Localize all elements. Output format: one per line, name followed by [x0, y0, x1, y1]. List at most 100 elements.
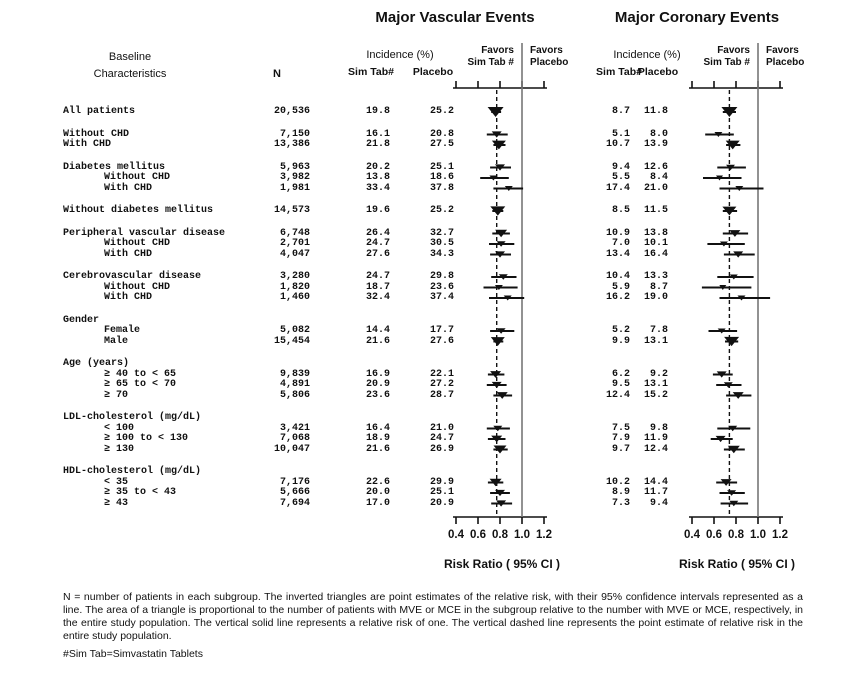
mce-sim-value: 10.4: [605, 271, 630, 282]
mve-sim-value: 21.8: [365, 139, 390, 150]
mve-placebo-value: 37.8: [429, 182, 454, 194]
mve-point-estimate-triangle: [503, 295, 512, 301]
favors-placebo-line1: Favors: [766, 45, 799, 56]
mce-point-estimate-triangle: [714, 132, 723, 137]
row-label: Peripheral vascular disease: [63, 227, 226, 239]
mve-point-estimate-triangle: [498, 274, 508, 280]
mce-placebo-value: 16.4: [643, 248, 668, 260]
figure-footnote: N = number of patients in each subgroup.…: [63, 591, 803, 642]
mve-point-estimate-triangle: [496, 328, 506, 334]
mve-tick-label: 1.2: [536, 529, 552, 541]
row-label: < 35: [104, 476, 129, 488]
row-n: 14,573: [273, 205, 310, 216]
row-label: ≥ 100 to < 130: [104, 433, 189, 444]
mce-placebo-value: 7.8: [649, 325, 668, 336]
row-n: 9,839: [279, 368, 310, 380]
mce-point-estimate-triangle: [719, 241, 728, 247]
mce-sim-value: 9.7: [611, 443, 630, 455]
mce-placebo-value: 8.4: [649, 172, 668, 183]
mce-placebo-value: 13.1: [643, 379, 668, 390]
mce-sim-value: 10.7: [605, 139, 630, 150]
mve-placebo-value: 22.1: [429, 368, 454, 380]
mce-placebo-value: 8.7: [649, 281, 668, 293]
mve-point-estimate-triangle: [495, 164, 505, 171]
mve-sim-value: 32.4: [365, 292, 390, 303]
favors-placebo-line1: Favors: [530, 45, 563, 56]
mve-sim-value: 16.4: [365, 422, 390, 434]
mve-favors-placebo-label: Favors Placebo: [530, 45, 610, 69]
mce-sim-value: 5.2: [611, 325, 630, 336]
row-label: < 100: [104, 422, 135, 434]
favors-sim-line1: Favors: [717, 45, 750, 56]
mve-placebo-value: 25.2: [429, 106, 454, 117]
mce-placebo-value: 9.8: [649, 422, 668, 434]
mce-point-estimate-triangle: [727, 490, 737, 496]
mce-tick-label: 0.6: [706, 529, 722, 541]
row-n: 7,068: [279, 433, 310, 444]
mce-point-estimate-triangle: [737, 295, 746, 301]
row-label: With CHD: [104, 248, 153, 260]
row-n: 1,820: [279, 281, 310, 293]
mve-placebo-value: 18.6: [429, 172, 454, 183]
row-label: Male: [104, 335, 129, 347]
mve-point-estimate-triangle: [495, 489, 505, 497]
mce-sim-value: 5.5: [611, 172, 630, 183]
mce-placebo-value: 13.3: [643, 271, 668, 282]
mve-sim-value: 33.4: [365, 182, 390, 194]
mve-placebo-value: 27.5: [429, 139, 454, 150]
mve-point-estimate-triangle: [494, 285, 503, 290]
mce-sim-value: 5.1: [611, 128, 630, 140]
mce-point-estimate-triangle: [722, 206, 737, 216]
title-major-coronary-events: Major Coronary Events: [614, 9, 780, 26]
row-label: LDL-cholesterol (mg/dL): [63, 412, 202, 423]
favors-placebo-line2: Placebo: [530, 57, 569, 68]
mve-point-estimate-triangle: [504, 186, 513, 191]
mve-point-estimate-triangle: [491, 140, 506, 150]
mve-simtab-header: Sim Tab#: [348, 66, 394, 78]
mce-placebo-value: 13.1: [643, 335, 668, 347]
mve-point-estimate-triangle: [496, 392, 508, 399]
mve-point-estimate-triangle: [487, 107, 504, 117]
mce-point-estimate-triangle: [735, 186, 744, 191]
simtab-definition-footnote: #Sim Tab=Simvastatin Tablets: [63, 648, 203, 660]
mce-sim-value: 10.2: [605, 476, 630, 488]
mve-placebo-header: Placebo: [412, 66, 454, 78]
favors-placebo-line2: Placebo: [766, 57, 805, 68]
mve-tick-label: 0.8: [492, 529, 509, 541]
row-label: ≥ 40 to < 65: [104, 368, 177, 380]
mve-sim-value: 16.1: [365, 128, 390, 140]
row-n: 7,150: [279, 128, 310, 140]
mve-point-estimate-triangle: [495, 229, 508, 238]
mve-sim-value: 19.8: [365, 106, 390, 117]
mce-point-estimate-triangle: [733, 251, 744, 258]
mve-sim-value: 26.4: [365, 227, 390, 239]
mce-simtab-header: Sim Tab#: [596, 66, 642, 78]
mve-sim-value: 21.6: [365, 335, 390, 347]
mve-placebo-value: 17.7: [429, 325, 454, 336]
row-label: With CHD: [104, 182, 153, 194]
mce-point-estimate-triangle: [728, 425, 738, 432]
mve-placebo-value: 27.6: [429, 335, 454, 347]
mve-placebo-value: 28.7: [429, 389, 454, 401]
mce-sim-value: 12.4: [605, 389, 630, 401]
mce-placebo-value: 12.6: [643, 161, 668, 173]
row-label: Without CHD: [104, 238, 171, 249]
mve-point-estimate-triangle: [495, 251, 505, 258]
mce-placebo-value: 11.5: [643, 205, 668, 216]
mve-point-estimate-triangle: [493, 445, 507, 454]
mce-tick-label: 0.8: [728, 529, 745, 541]
mce-point-estimate-triangle: [720, 479, 732, 486]
mce-placebo-value: 15.2: [643, 389, 668, 401]
mve-sim-value: 18.7: [365, 281, 390, 293]
mce-placebo-value: 12.4: [643, 443, 668, 455]
row-label: Female: [104, 325, 141, 336]
mce-placebo-value: 21.0: [643, 182, 668, 194]
mce-sim-value: 7.9: [611, 433, 630, 444]
row-n: 4,047: [279, 248, 310, 260]
mve-point-estimate-triangle: [490, 206, 506, 216]
mve-sim-value: 20.9: [365, 379, 390, 390]
mce-sim-value: 8.7: [611, 106, 630, 117]
mve-incidence-header: Incidence (%): [366, 49, 434, 61]
mve-point-estimate-triangle: [493, 425, 503, 432]
